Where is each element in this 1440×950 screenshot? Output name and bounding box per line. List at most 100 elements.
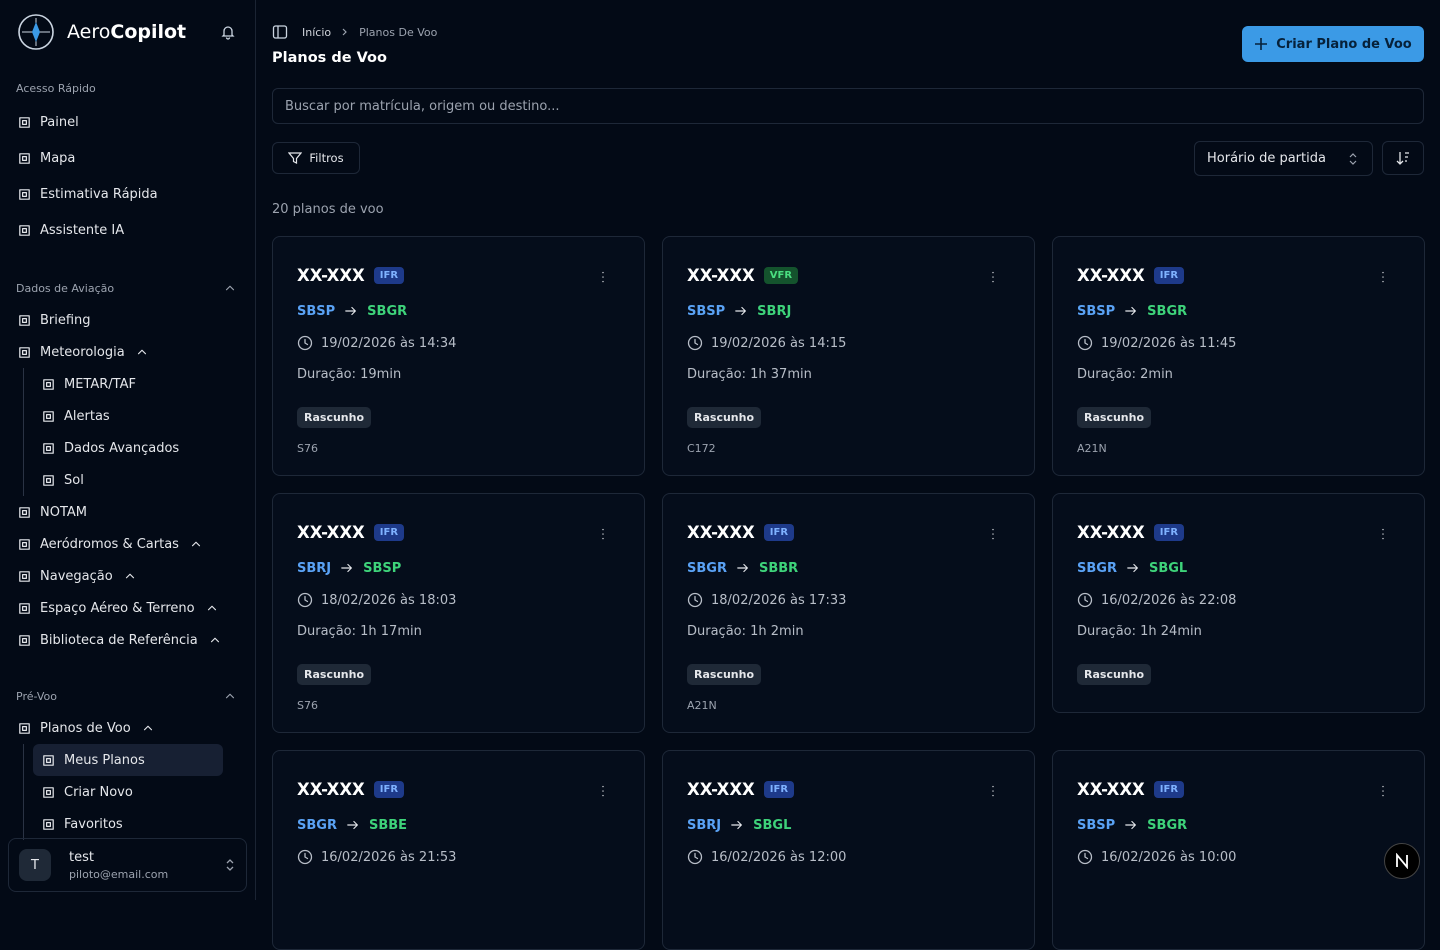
card-menu[interactable] [1375,526,1391,542]
flight-card[interactable]: XX-XXX IFR SBSP SBGR 19/02/2026 às 14:34 Dura… [272,236,645,476]
flight-card[interactable]: XX-XXX IFR SBRJ SBSP 18/02/2026 às 18:03 Dura… [272,493,645,733]
registration: XX-XXX [687,522,755,542]
sidebar-toggle[interactable] [272,24,288,40]
nav-icon-svg [19,314,30,326]
card-header: XX-XXX IFR [1077,263,1400,287]
nav-item[interactable]: Briefing [0,304,255,336]
nav-subitem[interactable]: METAR/TAF [33,368,223,400]
nav-item[interactable]: Espaço Aéreo & Terreno [0,592,255,624]
sort-direction[interactable] [1382,141,1424,175]
nav-item[interactable]: NOTAM [0,496,255,528]
nav-label: Briefing [40,312,91,328]
nav-item[interactable]: Biblioteca de Referência [0,624,255,656]
card-menu[interactable] [595,526,611,542]
nav-icon-svg [19,538,30,550]
nav-item[interactable]: Meteorologia [0,336,255,368]
duration: Duração: 2min [1077,367,1173,382]
expand-chevron [123,569,137,583]
card-menu[interactable] [1375,783,1391,799]
clock-icon-svg [1077,335,1093,351]
route-arrow-svg [1125,306,1137,316]
registration: XX-XXX [1077,265,1145,285]
origin: SBGR [687,560,727,576]
status-wrap: Rascunho [1077,383,1400,428]
clock-icon-svg [687,592,703,608]
flight-card[interactable]: XX-XXX IFR SBSP SBGR 16/02/2026 às 10:00 [1052,750,1425,950]
nav-subitem[interactable]: Meus Planos [33,744,223,776]
nav-item[interactable]: Mapa [0,140,255,176]
filter-icon [288,152,303,164]
registration: XX-XXX [687,265,755,285]
card-menu[interactable] [985,269,1001,285]
brand-suffix: Copilot [110,21,187,43]
departure: 16/02/2026 às 22:08 [1077,592,1400,608]
status-badge: Rascunho [687,407,762,428]
nav-icon [17,187,32,202]
create-button[interactable]: Criar Plano de Voo [1242,26,1424,62]
nav-icon-svg [19,634,30,646]
card-menu-svg [1382,271,1384,283]
aircraft: S76 [297,442,318,455]
flight-card[interactable]: XX-XXX VFR SBSP SBRJ 19/02/2026 às 14:15 Dura… [662,236,1035,476]
card-menu[interactable] [595,783,611,799]
section-header[interactable]: Dados de Aviação [0,272,255,304]
brand[interactable]: AeroCopilot [17,13,186,51]
nav-icon [41,377,56,392]
card-menu[interactable] [985,783,1001,799]
route-arrow-svg [735,306,747,316]
card-menu[interactable] [985,526,1001,542]
crumb-link[interactable]: Início [302,25,332,39]
route-arrow-svg [731,820,743,830]
flight-card[interactable]: XX-XXX IFR SBGR SBBR 18/02/2026 às 17:33 Dura… [662,493,1035,733]
nav-label: Planos de Voo [40,720,131,736]
nav-item[interactable]: Planos de Voo [0,712,255,744]
user-email: piloto@email.com [69,867,169,881]
destination: SBGL [1148,560,1188,576]
card-menu[interactable] [595,269,611,285]
nav-item[interactable]: Assistente IA [0,212,255,248]
card-menu[interactable] [1375,269,1391,285]
filters-button[interactable]: Filtros [272,142,360,174]
nav-icon [17,721,32,736]
dev-indicator[interactable] [1384,843,1420,879]
card-menu-svg [1382,528,1384,540]
departure-time: 16/02/2026 às 22:08 [1101,592,1237,608]
destination: SBBE [368,817,408,833]
section-header[interactable]: Pré-Voo [0,680,255,712]
sort-select[interactable]: Horário de partida [1194,141,1373,176]
search-input[interactable]: Buscar por matrícula, origem ou destino.… [272,88,1424,124]
nav-item[interactable]: Navegação [0,560,255,592]
flight-card[interactable]: XX-XXX IFR SBRJ SBGL 16/02/2026 às 12:00 [662,750,1035,950]
nav-item[interactable]: Painel [0,104,255,140]
notifications[interactable] [220,24,236,40]
flight-card[interactable]: XX-XXX IFR SBSP SBGR 19/02/2026 às 11:45 Dura… [1052,236,1425,476]
nav-subitem[interactable]: Favoritos [33,808,223,840]
clock-icon-svg [297,335,313,351]
user-menu[interactable]: T test piloto@email.com [8,838,247,892]
nav-item[interactable]: Estimativa Rápida [0,176,255,212]
route-arrow [340,561,354,575]
avatar: T [19,849,51,881]
status-wrap: Rascunho [687,640,1010,685]
nav-subitem[interactable]: Alertas [33,400,223,432]
section-title: Acesso Rápido [16,81,96,95]
nav-icon-svg [19,602,30,614]
status-badge: Rascunho [687,664,762,685]
route-arrow [734,304,748,318]
clock-icon-svg [297,849,313,865]
flight-card[interactable]: XX-XXX IFR SBGR SBGL 16/02/2026 às 22:08 Dura… [1052,493,1425,713]
clock-icon [297,592,313,608]
nav-item[interactable]: Aeródromos & Cartas [0,528,255,560]
flight-card[interactable]: XX-XXX IFR SBGR SBBE 16/02/2026 às 21:53 [272,750,645,950]
nav-subitem[interactable]: Dados Avançados [33,432,223,464]
expand-chevron-svg [207,605,216,611]
nav-icon-svg [19,152,30,164]
nav-subitem[interactable]: Sol [33,464,223,496]
nav-subitem[interactable]: Criar Novo [33,776,223,808]
duration: Duração: 1h 17min [297,624,422,639]
duration: Duração: 1h 24min [1077,624,1202,639]
destination: SBGR [1147,817,1188,833]
sort-label: Horário de partida [1207,151,1326,166]
nav-icon [17,633,32,648]
card-header: XX-XXX IFR [687,520,1010,544]
